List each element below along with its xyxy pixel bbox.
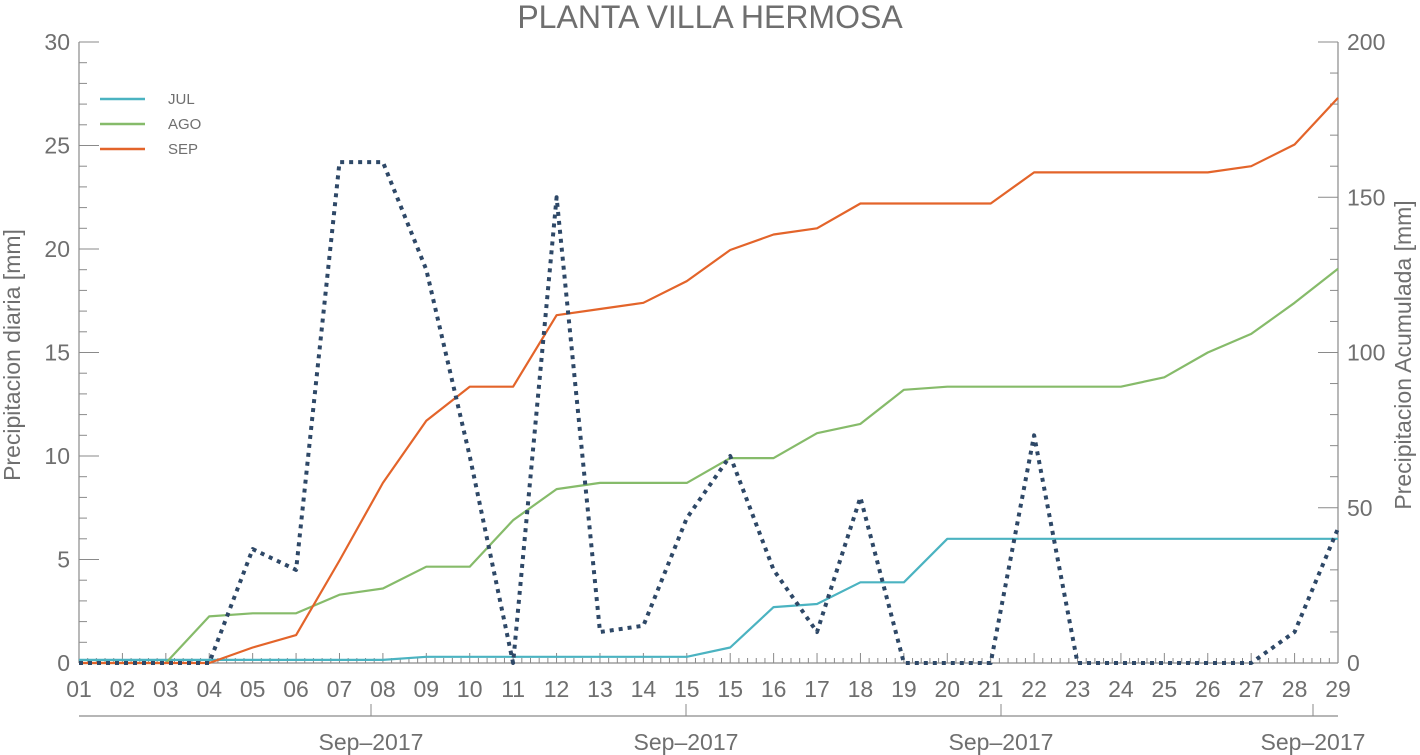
- y-left-tick-label: 25: [44, 133, 70, 159]
- x-tick-label: 18: [848, 676, 874, 702]
- x-tick-label: 08: [370, 676, 396, 702]
- x-tick-label: 07: [327, 676, 353, 702]
- x-tick-label: 06: [283, 676, 309, 702]
- x-tick-label: 03: [153, 676, 179, 702]
- y-left-tick-label: 20: [44, 236, 70, 262]
- y-left-tick-label: 30: [44, 29, 70, 55]
- secondary-x-tick-label: Sep–2017: [319, 729, 424, 755]
- y-left-tick-label: 0: [57, 650, 70, 676]
- y-axis-label-left: Precipitacion diaria [mm]: [0, 229, 25, 481]
- x-tick-label: 21: [978, 676, 1004, 702]
- x-tick-label: 13: [587, 676, 613, 702]
- x-tick-label: 02: [110, 676, 136, 702]
- series-line-jul: [79, 537, 1338, 662]
- x-tick-label: 17: [804, 676, 830, 702]
- x-tick-label: 15: [674, 676, 700, 702]
- secondary-x-tick-label: Sep–2017: [634, 729, 739, 755]
- x-tick-label: 12: [544, 676, 570, 702]
- x-tick-label: 20: [934, 676, 960, 702]
- secondary-x-tick-label: Sep–2017: [1261, 729, 1366, 755]
- chart-title: PLANTA VILLA HERMOSA: [517, 0, 903, 35]
- x-tick-label: 25: [1152, 676, 1178, 702]
- x-tick-label: 28: [1282, 676, 1308, 702]
- x-tick-label: 26: [1195, 676, 1221, 702]
- legend: JUL AGO SEP: [100, 91, 201, 158]
- x-tick-label: 15: [717, 676, 743, 702]
- series-line-daily: [79, 160, 1340, 665]
- x-tick-label: 10: [457, 676, 483, 702]
- x-tick-label: 24: [1108, 676, 1134, 702]
- secondary-x-tick-label: Sep–2017: [949, 729, 1054, 755]
- series-layer: [79, 97, 1340, 665]
- x-tick-label: 01: [66, 676, 92, 702]
- x-tick-label: 09: [414, 676, 440, 702]
- series-line-sep: [79, 97, 1339, 665]
- x-tick-label: 14: [631, 676, 657, 702]
- x-tick-label: 23: [1065, 676, 1091, 702]
- y-left-tick-label: 5: [57, 547, 70, 573]
- legend-label: JUL: [168, 91, 195, 108]
- x-tick-label: 05: [240, 676, 266, 702]
- y-right-tick-label: 150: [1347, 184, 1385, 210]
- y-left-tick-label: 15: [44, 340, 70, 366]
- x-tick-label: 04: [196, 676, 222, 702]
- x-tick-label: 16: [761, 676, 787, 702]
- series-line-ago: [79, 267, 1339, 665]
- y-right-tick-label: 50: [1347, 495, 1373, 521]
- y-right-tick-label: 200: [1347, 29, 1385, 55]
- x-tick-label: 27: [1238, 676, 1264, 702]
- y-right-tick-label: 100: [1347, 340, 1385, 366]
- x-tick-label: 11: [501, 676, 525, 702]
- legend-label: SEP: [168, 141, 198, 158]
- legend-label: AGO: [168, 116, 201, 133]
- y-left-tick-label: 10: [44, 443, 70, 469]
- y-axis-label-right: Precipitacion Acumulada [mm]: [1390, 200, 1416, 509]
- y-right-tick-label: 0: [1347, 650, 1360, 676]
- x-tick-label: 19: [891, 676, 917, 702]
- x-tick-label: 22: [1021, 676, 1047, 702]
- x-tick-label: 29: [1325, 676, 1351, 702]
